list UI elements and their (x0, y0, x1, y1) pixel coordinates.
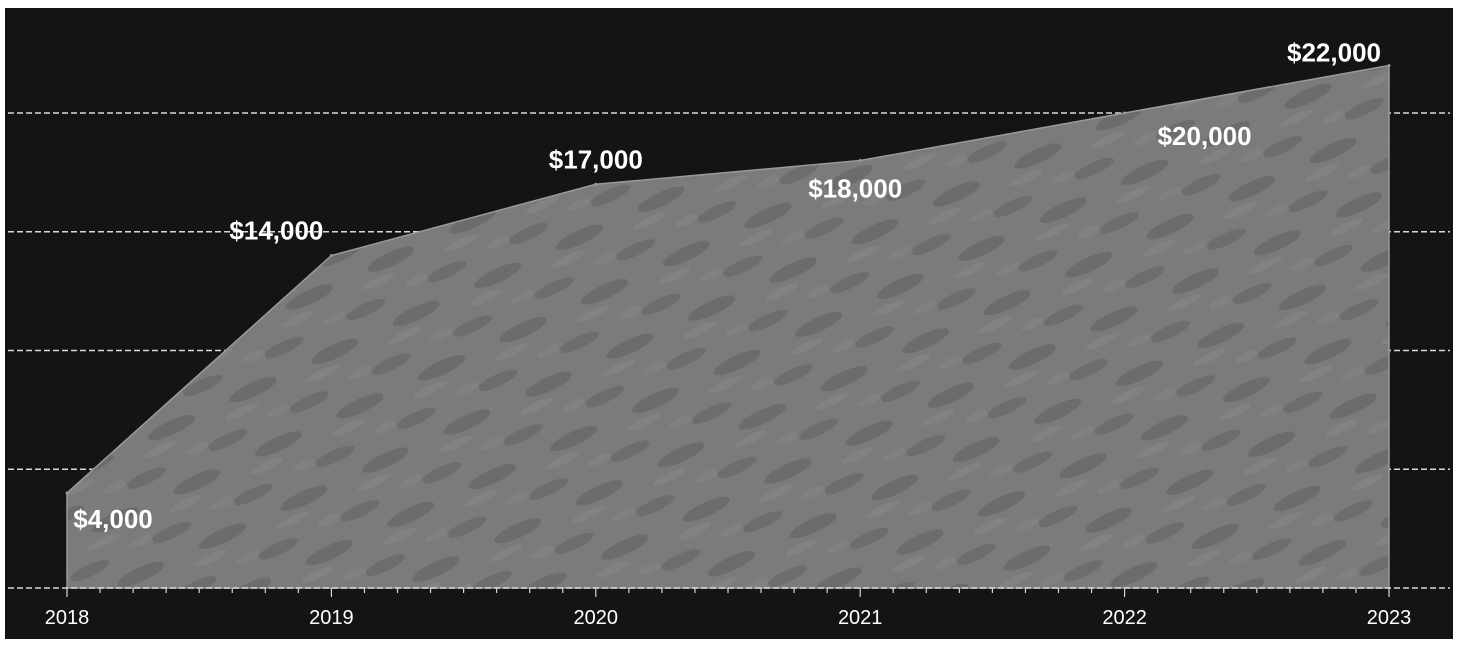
x-tick-label-2023: 2023 (1367, 607, 1412, 629)
x-tick-label-2022: 2022 (1102, 607, 1147, 629)
data-label-2018: $4,000 (73, 504, 153, 534)
data-label-2020: $17,000 (549, 144, 643, 174)
data-label-2022: $20,000 (1158, 121, 1252, 151)
data-label-2021: $18,000 (808, 174, 902, 204)
data-point-2022 (1123, 111, 1127, 115)
x-tick-label-2021: 2021 (838, 607, 883, 629)
x-axis: 2018 2019 2020 2021 2022 2023 (8, 587, 1450, 629)
x-tick-label-2018: 2018 (45, 607, 90, 629)
data-point-2023 (1387, 64, 1391, 67)
x-tick-label-2019: 2019 (309, 607, 354, 629)
x-tick-label-2020: 2020 (574, 607, 619, 629)
data-label-2019: $14,000 (229, 216, 323, 246)
data-point-2018 (65, 491, 69, 495)
data-point-2021 (858, 159, 862, 162)
data-labels: $4,000 $14,000 $17,000 $18,000 $20,000 $22,00… (73, 38, 1381, 535)
data-label-2023: $22,000 (1287, 38, 1381, 68)
data-point-2019 (329, 254, 333, 257)
data-point-2020 (594, 182, 598, 186)
area-series (65, 64, 1391, 589)
